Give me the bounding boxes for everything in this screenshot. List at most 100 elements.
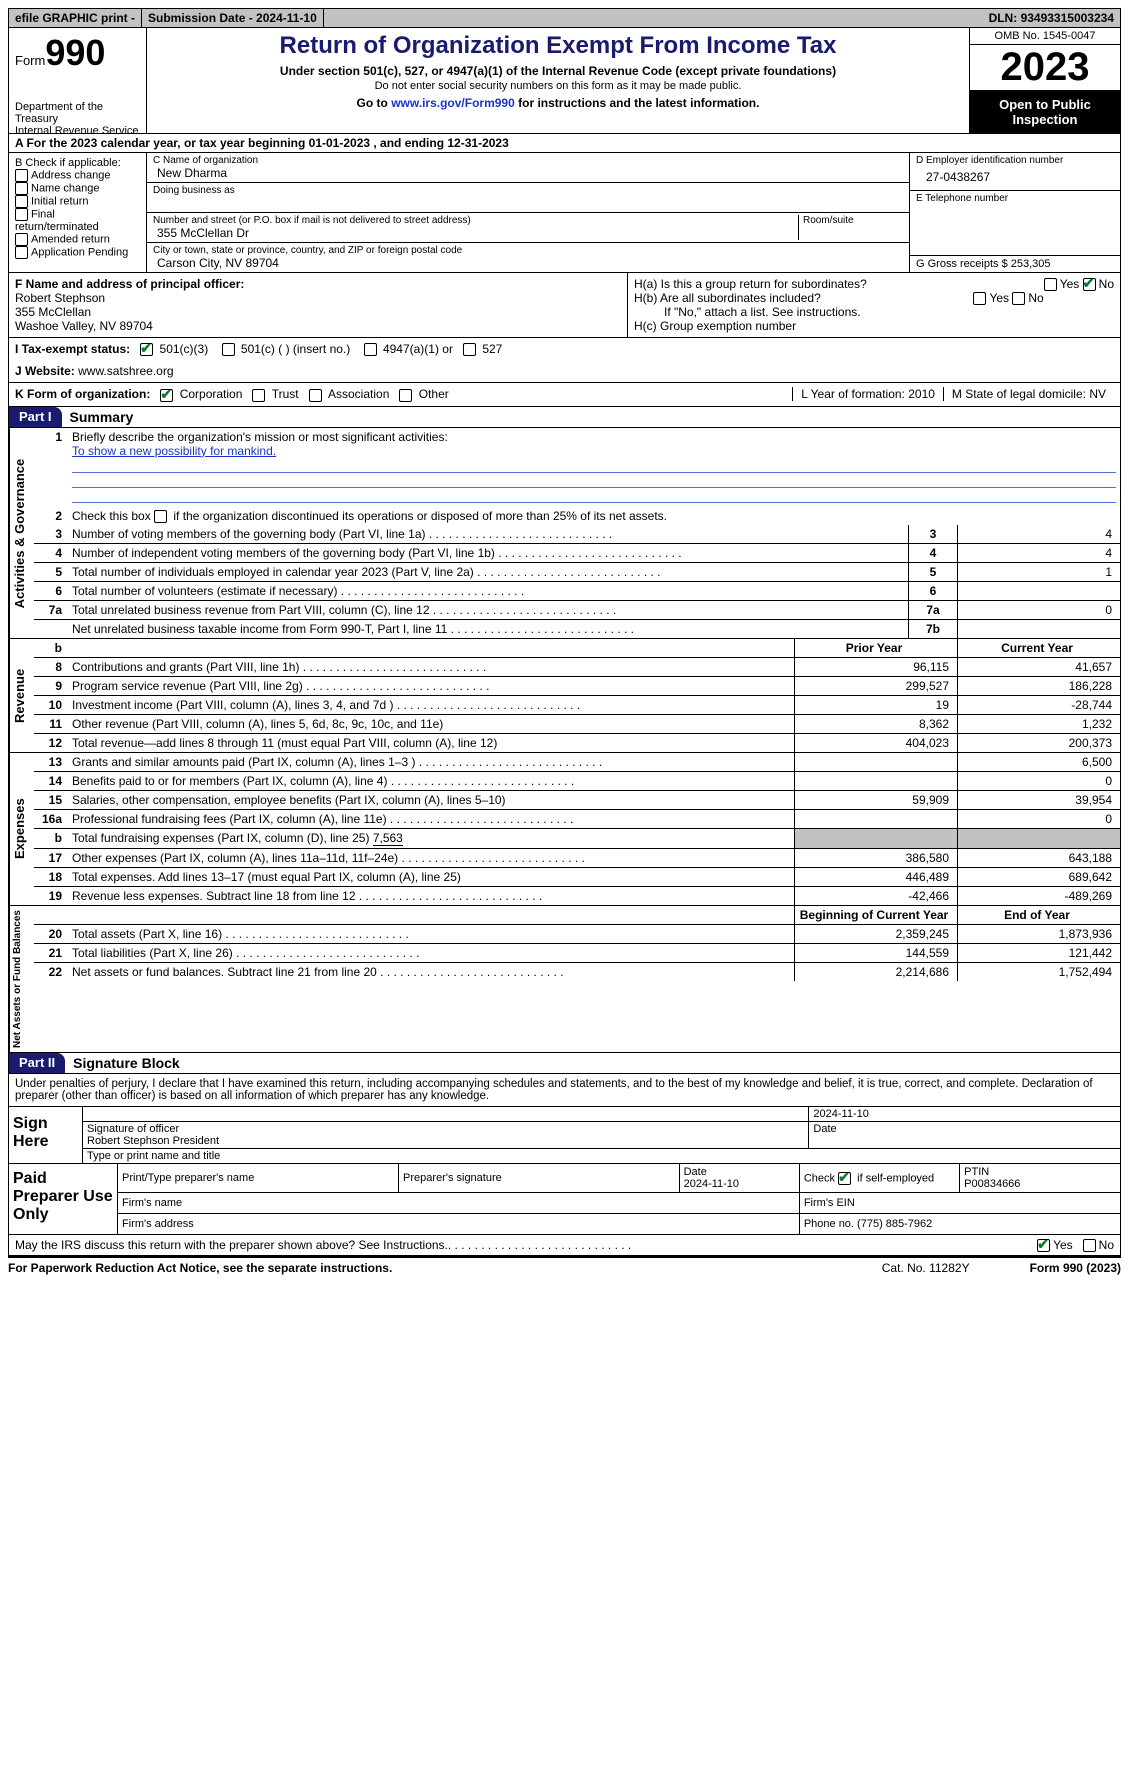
- chk-address-change[interactable]: Address change: [15, 169, 140, 182]
- subtitle-1: Under section 501(c), 527, or 4947(a)(1)…: [155, 64, 961, 78]
- line-6: Total number of volunteers (estimate if …: [68, 581, 909, 600]
- ha-yes-checkbox[interactable]: [1044, 278, 1057, 291]
- chk-501c3[interactable]: [140, 343, 153, 356]
- firm-addr-label: Firm's address: [118, 1214, 799, 1235]
- box-b: B Check if applicable: Address change Na…: [9, 153, 147, 272]
- sig-officer-label: Signature of officer: [87, 1123, 804, 1135]
- part2-title: Signature Block: [65, 1053, 188, 1073]
- prep-sig-label: Preparer's signature: [399, 1164, 680, 1193]
- irs-link[interactable]: www.irs.gov/Form990: [391, 96, 515, 110]
- part2-header: Part II Signature Block: [8, 1053, 1121, 1074]
- ptin-value: P00834666: [964, 1178, 1020, 1190]
- irs-discuss-row: May the IRS discuss this return with the…: [8, 1235, 1121, 1256]
- line-10: Investment income (Part VIII, column (A)…: [68, 695, 795, 714]
- date-label: Date: [809, 1122, 1120, 1149]
- side-label-expenses: Expenses: [9, 753, 34, 905]
- line-3: Number of voting members of the governin…: [68, 525, 909, 544]
- chk-amended-return[interactable]: Amended return: [15, 233, 140, 246]
- box-d: D Employer identification number 27-0438…: [909, 153, 1120, 272]
- chk-4947[interactable]: [364, 343, 377, 356]
- form-number: Form990: [15, 32, 140, 74]
- tax-year: 2023: [970, 45, 1120, 91]
- submission-date: Submission Date - 2024-11-10: [142, 9, 324, 27]
- officer-addr1: 355 McClellan: [15, 305, 621, 319]
- hdr-current-year: Current Year: [958, 639, 1121, 658]
- hb-yes-checkbox[interactable]: [973, 292, 986, 305]
- ein-value: 27-0438267: [916, 166, 1114, 188]
- chk-other[interactable]: [399, 389, 412, 402]
- form-footer: Form 990 (2023): [1030, 1261, 1121, 1275]
- tel-label: E Telephone number: [916, 193, 1114, 204]
- chk-discontinued[interactable]: [154, 510, 167, 523]
- street-label: Number and street (or P.O. box if mail i…: [153, 215, 798, 226]
- line-12: Total revenue—add lines 8 through 11 (mu…: [68, 733, 795, 752]
- discuss-no-checkbox[interactable]: [1083, 1239, 1096, 1252]
- prep-name-label: Print/Type preparer's name: [118, 1164, 399, 1193]
- header-right: OMB No. 1545-0047 2023 Open to Public In…: [969, 28, 1120, 133]
- website-value: www.satshree.org: [78, 364, 173, 378]
- chk-final-return[interactable]: Final return/terminated: [15, 208, 140, 233]
- hdr-end-year: End of Year: [958, 906, 1121, 925]
- city-value: Carson City, NV 89704: [153, 256, 903, 270]
- omb-number: OMB No. 1545-0047: [970, 28, 1120, 45]
- open-to-public: Open to Public Inspection: [970, 91, 1120, 133]
- room-label: Room/suite: [803, 215, 903, 226]
- side-label-revenue: Revenue: [9, 639, 34, 752]
- org-name-label: C Name of organization: [153, 155, 903, 166]
- chk-application-pending[interactable]: Application Pending: [15, 246, 140, 259]
- firm-phone: Phone no. (775) 885-7962: [799, 1214, 1120, 1235]
- section-revenue: Revenue bPrior YearCurrent Year 8Contrib…: [8, 639, 1121, 753]
- chk-initial-return[interactable]: Initial return: [15, 195, 140, 208]
- sign-here-label: Sign Here: [9, 1107, 83, 1163]
- chk-corp[interactable]: [160, 389, 173, 402]
- h-c: H(c) Group exemption number: [634, 319, 1114, 333]
- h-b: H(b) Are all subordinates included? Yes …: [634, 291, 1114, 305]
- chk-name-change[interactable]: Name change: [15, 182, 140, 195]
- year-formation: L Year of formation: 2010: [792, 387, 943, 401]
- header-left: Form990 Department of the Treasury Inter…: [9, 28, 147, 133]
- sign-here-block: Sign Here 2024-11-10 Signature of office…: [8, 1107, 1121, 1164]
- hdr-prior-year: Prior Year: [795, 639, 958, 658]
- efile-print-label[interactable]: efile GRAPHIC print -: [9, 9, 142, 27]
- header-title-block: Return of Organization Exempt From Incom…: [147, 28, 969, 133]
- line-7b: Net unrelated business taxable income fr…: [68, 619, 909, 638]
- chk-501c[interactable]: [222, 343, 235, 356]
- line-4: Number of independent voting members of …: [68, 543, 909, 562]
- dba-value: [153, 196, 903, 210]
- gross-receipts: G Gross receipts $ 253,305: [916, 258, 1114, 270]
- dln: DLN: 93493315003234: [983, 9, 1120, 27]
- dept-treasury: Department of the Treasury Internal Reve…: [15, 101, 140, 129]
- part2-tab: Part II: [9, 1053, 65, 1073]
- section-fh: F Name and address of principal officer:…: [8, 273, 1121, 338]
- subtitle-2: Do not enter social security numbers on …: [155, 80, 961, 92]
- officer-name: Robert Stephson: [15, 291, 621, 305]
- top-bar: efile GRAPHIC print - Submission Date - …: [8, 8, 1121, 28]
- h-b-note: If "No," attach a list. See instructions…: [634, 305, 1114, 319]
- part1-tab: Part I: [9, 407, 62, 427]
- line-16b: Total fundraising expenses (Part IX, col…: [68, 828, 795, 848]
- mission-value: To show a new possibility for mankind.: [72, 444, 276, 458]
- side-label-ag: Activities & Governance: [9, 428, 34, 638]
- ein-label: D Employer identification number: [916, 155, 1114, 166]
- state-domicile: M State of legal domicile: NV: [943, 387, 1114, 401]
- chk-self-employed[interactable]: [838, 1172, 851, 1185]
- discuss-yes-checkbox[interactable]: [1037, 1239, 1050, 1252]
- hb-no-checkbox[interactable]: [1012, 292, 1025, 305]
- section-expenses: Expenses 13Grants and similar amounts pa…: [8, 753, 1121, 906]
- q2: Check this box if the organization disco…: [68, 507, 1120, 525]
- firm-name-label: Firm's name: [118, 1193, 799, 1214]
- line-22: Net assets or fund balances. Subtract li…: [68, 962, 795, 981]
- chk-527[interactable]: [463, 343, 476, 356]
- ha-no-checkbox[interactable]: [1083, 278, 1096, 291]
- city-label: City or town, state or province, country…: [153, 245, 903, 256]
- chk-assoc[interactable]: [309, 389, 322, 402]
- mission-label: Briefly describe the organization's miss…: [72, 430, 448, 444]
- line-13: Grants and similar amounts paid (Part IX…: [68, 753, 795, 772]
- form-header: Form990 Department of the Treasury Inter…: [8, 28, 1121, 134]
- box-c: C Name of organization New Dharma Doing …: [147, 153, 909, 272]
- chk-trust[interactable]: [252, 389, 265, 402]
- line-14: Benefits paid to or for members (Part IX…: [68, 771, 795, 790]
- line-17: Other expenses (Part IX, column (A), lin…: [68, 848, 795, 867]
- pra-notice: For Paperwork Reduction Act Notice, see …: [8, 1261, 392, 1275]
- street-value: 355 McClellan Dr: [153, 226, 798, 240]
